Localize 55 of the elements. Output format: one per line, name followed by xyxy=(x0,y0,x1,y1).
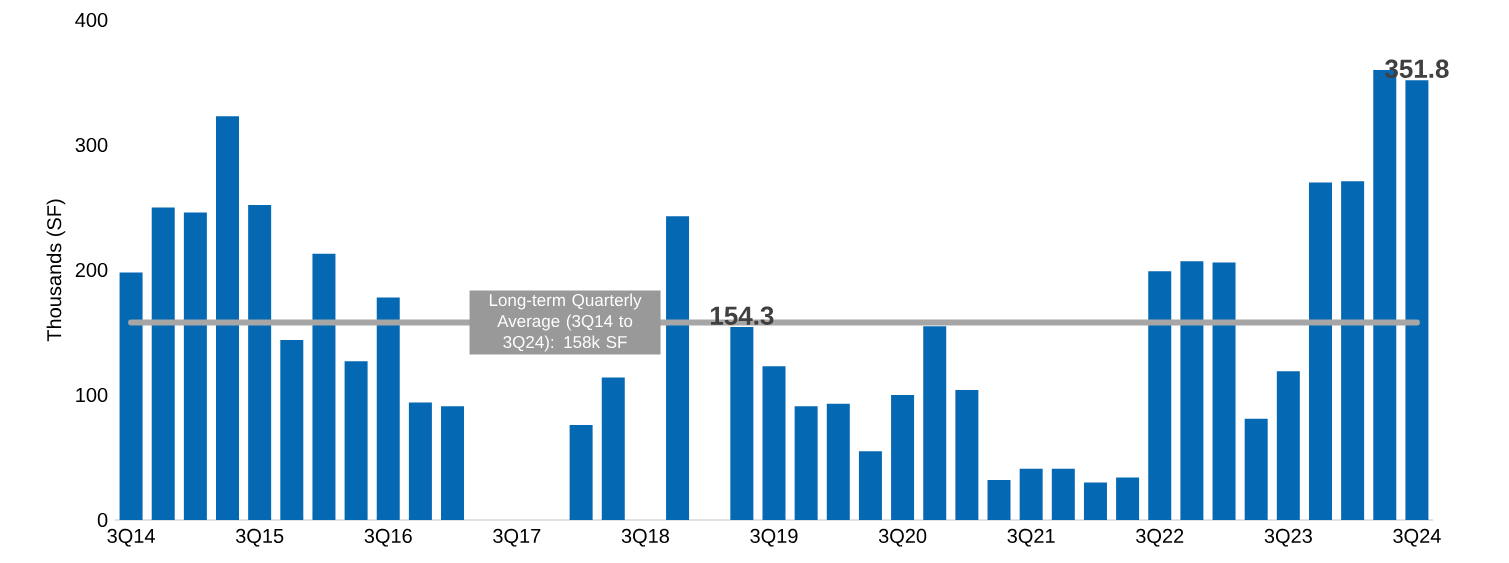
bar xyxy=(730,327,754,520)
y-tick-label: 100 xyxy=(76,387,108,403)
bar xyxy=(923,326,947,520)
y-tick-label: 300 xyxy=(75,137,108,153)
x-tick-label: 3Q21 xyxy=(1007,528,1055,547)
y-axis-title: Thousands (SF) xyxy=(46,199,66,342)
bar xyxy=(344,361,368,520)
bar xyxy=(1051,468,1075,520)
bar xyxy=(955,390,979,520)
x-tick-label: 3Q18 xyxy=(621,528,669,547)
data-label: 351.8 xyxy=(1384,59,1449,79)
bar xyxy=(987,480,1011,520)
ref-line-label: Long-term Quarterly Average (3Q14 to 3Q24): 158k SF xyxy=(489,293,642,352)
data-label: 154.3 xyxy=(710,306,774,325)
bar xyxy=(1212,262,1236,520)
bar xyxy=(376,297,400,520)
bar xyxy=(1148,271,1172,520)
bar xyxy=(441,406,465,520)
bar xyxy=(601,377,625,520)
bar xyxy=(216,116,240,520)
bar xyxy=(248,205,272,520)
bar xyxy=(826,403,850,520)
bar xyxy=(794,406,818,520)
x-tick-label: 3Q22 xyxy=(1136,528,1184,547)
bar xyxy=(858,451,882,520)
bar xyxy=(312,253,336,520)
x-tick-label: 3Q15 xyxy=(235,528,284,547)
bar xyxy=(569,425,593,520)
y-tick-label: 400 xyxy=(75,12,108,28)
bar xyxy=(1276,371,1300,520)
bar xyxy=(1116,477,1140,520)
x-tick-label: 3Q19 xyxy=(750,528,798,547)
bar xyxy=(183,212,207,520)
y-tick-label: 0 xyxy=(97,512,108,528)
bar xyxy=(408,402,432,520)
x-tick-label: 3Q17 xyxy=(493,528,541,547)
x-tick-label: 3Q16 xyxy=(364,528,412,547)
bar xyxy=(666,216,690,520)
x-tick-label: 3Q24 xyxy=(1393,528,1441,547)
bar xyxy=(1083,482,1107,520)
bar xyxy=(762,366,786,520)
bar xyxy=(891,395,915,520)
bar xyxy=(1019,468,1043,520)
bar xyxy=(1308,182,1332,520)
y-tick-label: 200 xyxy=(75,262,108,278)
bar xyxy=(151,207,175,520)
bar xyxy=(1405,80,1429,520)
x-tick-label: 3Q14 xyxy=(107,528,155,547)
bar xyxy=(1341,181,1365,520)
bar xyxy=(1180,261,1204,520)
x-tick-label: 3Q20 xyxy=(878,528,927,547)
bar xyxy=(280,340,304,520)
bar xyxy=(119,272,143,520)
x-tick-label: 3Q23 xyxy=(1264,528,1312,547)
bar xyxy=(1244,418,1268,520)
